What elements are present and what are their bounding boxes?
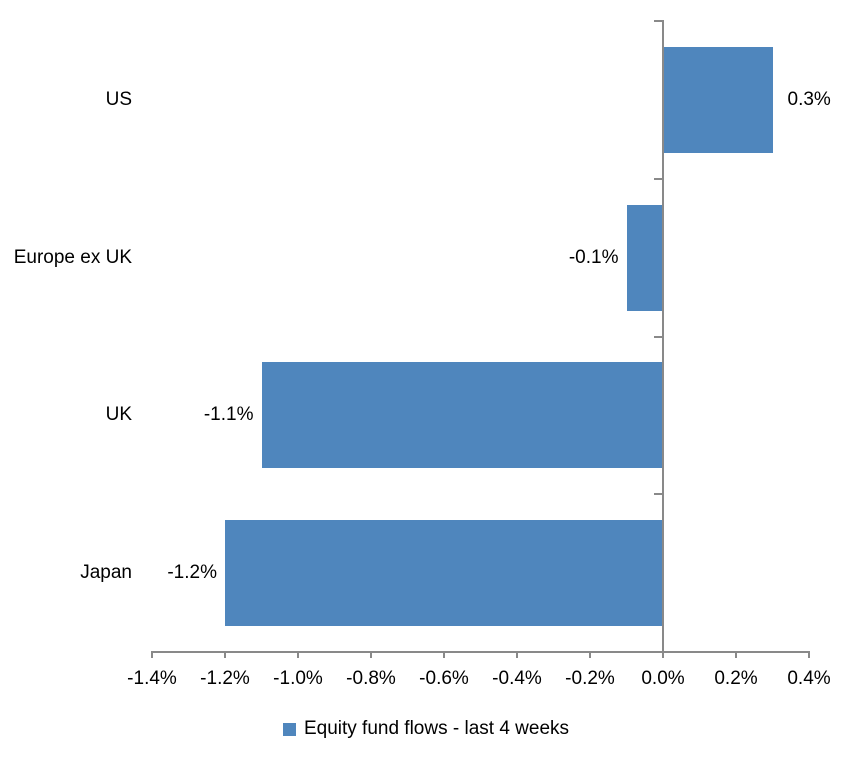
x-axis-tick xyxy=(735,652,737,658)
x-axis-tick xyxy=(662,652,664,658)
x-axis-tick-label: -0.8% xyxy=(346,668,396,689)
category-label: Europe ex UK xyxy=(13,246,132,268)
bar xyxy=(663,46,773,153)
x-axis-tick xyxy=(297,652,299,658)
x-axis-line xyxy=(151,651,810,653)
x-axis-tick-label: -0.4% xyxy=(492,668,542,689)
x-axis-tick xyxy=(151,652,153,658)
y-axis-line xyxy=(662,20,664,653)
x-axis-tick xyxy=(443,652,445,658)
x-axis-tick xyxy=(808,652,810,658)
legend-marker-icon xyxy=(282,722,296,736)
x-axis-tick xyxy=(589,652,591,658)
x-axis-tick xyxy=(516,652,518,658)
legend: Equity fund flows - last 4 weeks xyxy=(0,717,852,741)
data-label: -1.1% xyxy=(203,404,254,426)
x-axis-tick-label: -1.0% xyxy=(273,668,323,689)
data-label: -1.2% xyxy=(167,562,217,584)
y-axis-tick xyxy=(654,20,662,22)
y-axis-tick xyxy=(654,493,662,496)
y-axis-tick xyxy=(654,177,662,180)
x-axis-tick-label: 0.4% xyxy=(787,668,831,689)
category-label: US xyxy=(105,88,132,110)
bar xyxy=(225,520,663,627)
category-label: UK xyxy=(105,404,132,426)
x-axis-tick-label: 0.0% xyxy=(641,668,685,689)
x-axis-tick xyxy=(370,652,372,658)
y-axis-tick xyxy=(654,335,662,338)
x-axis-tick-label: -1.4% xyxy=(127,668,177,689)
bar xyxy=(626,204,663,311)
legend-label: Equity fund flows - last 4 weeks xyxy=(303,718,570,739)
x-axis-tick-label: 0.2% xyxy=(714,668,758,689)
data-label: 0.3% xyxy=(787,88,831,110)
x-axis-tick xyxy=(224,652,226,658)
category-label: Japan xyxy=(80,562,132,584)
x-axis-tick-label: -0.6% xyxy=(419,668,469,689)
bar xyxy=(261,362,663,469)
x-axis-tick-label: -0.2% xyxy=(565,668,615,689)
data-label: -0.1% xyxy=(568,246,619,268)
x-axis-tick-label: -1.2% xyxy=(200,668,250,689)
